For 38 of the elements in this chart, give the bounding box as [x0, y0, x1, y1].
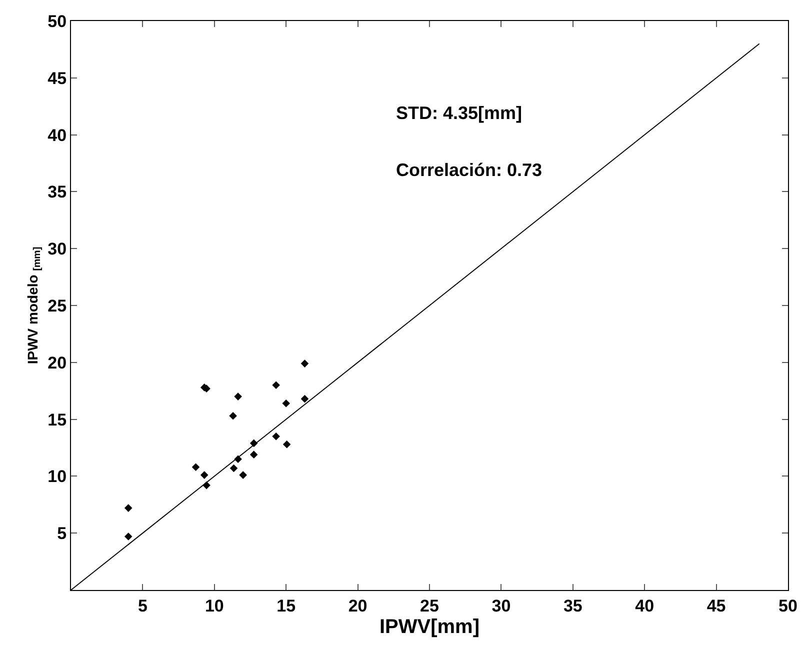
x-tick-label: 20: [348, 596, 368, 616]
point: [272, 381, 280, 390]
point: [300, 360, 309, 368]
y-tick-label: 45: [48, 68, 67, 88]
y-tick-label: 15: [48, 410, 67, 430]
y-tick-label: 20: [48, 353, 67, 372]
y-tick-label: 35: [48, 182, 67, 202]
point: [200, 471, 208, 479]
x-tick-label: 50: [778, 596, 798, 616]
x-tick-label: 45: [706, 596, 726, 616]
annotation: Correlación: 0.73: [396, 160, 542, 180]
y-tick-label: 25: [48, 296, 67, 316]
point: [124, 504, 132, 512]
x-tick-label: 15: [276, 596, 296, 616]
x-tick-label: 30: [492, 596, 511, 616]
point: [282, 440, 291, 448]
y-tick-label: 40: [48, 126, 67, 145]
point: [239, 471, 247, 479]
y-tick-label: 5: [57, 524, 67, 544]
point: [230, 464, 238, 472]
point: [234, 392, 242, 400]
point: [192, 463, 200, 471]
x-tick-label: 40: [635, 596, 654, 616]
x-tick-label: 10: [204, 596, 224, 616]
y-tick-label: 30: [48, 240, 67, 259]
point: [124, 532, 132, 540]
point: [300, 394, 309, 403]
x-tick-label: 5: [138, 596, 148, 616]
x-tick-label: 35: [563, 596, 582, 616]
x-tick-label: 25: [420, 596, 439, 616]
y-tick-label: 10: [48, 467, 67, 486]
point: [282, 399, 290, 408]
y-tick-label: 50: [48, 12, 67, 31]
annotation: STD: 4.35[mm]: [396, 103, 522, 123]
point: [229, 412, 237, 420]
x-axis-title: IPWV[mm]: [380, 616, 480, 638]
point: [250, 450, 258, 458]
point: [272, 432, 280, 440]
